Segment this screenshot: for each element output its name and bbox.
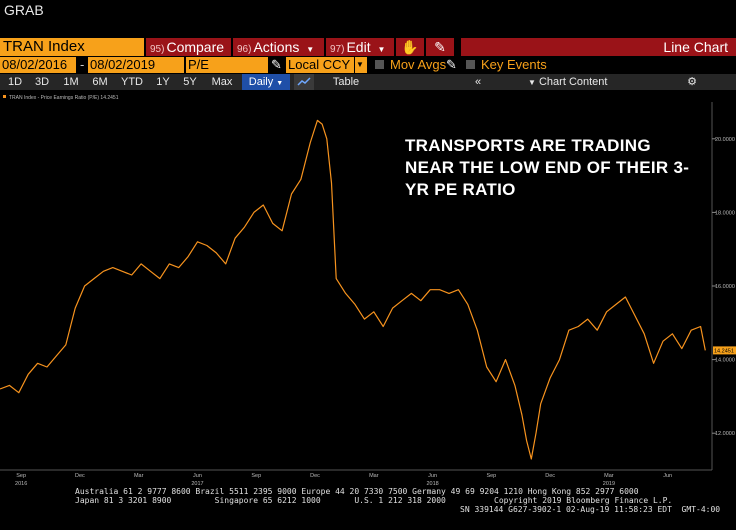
edit-field-icon[interactable]: ✎ xyxy=(271,57,282,72)
collapse-chevron-icon[interactable]: « xyxy=(474,76,482,88)
chart-type-title: Line Chart xyxy=(461,38,736,56)
period-button-ytd[interactable]: YTD xyxy=(121,76,143,88)
legend-entry: TRAN Index - Price Earnings Ratio (P/E) … xyxy=(9,95,119,101)
period-button-1y[interactable]: 1Y xyxy=(156,76,170,88)
x-tick-label: Dec xyxy=(545,473,555,479)
legend-swatch xyxy=(3,95,6,98)
chart-content-label: Chart Content xyxy=(538,76,608,88)
triangle-icon: ▼ xyxy=(528,78,536,87)
command-toolbar: TRAN Index 95) Compare 96) Actions ▼ 97) Ed… xyxy=(0,38,736,56)
x-tick-label: Jun xyxy=(428,473,437,479)
feedback-button[interactable]: ✎ xyxy=(426,38,454,56)
thumbs-up-button[interactable]: ✋ xyxy=(396,38,424,56)
x-year-label: 2017 xyxy=(191,481,203,486)
y-tick-label: 14.0000 xyxy=(715,358,735,364)
mov-avgs-label: Mov Avgs xyxy=(390,57,447,72)
x-tick-label: Jun xyxy=(193,473,202,479)
actions-dropdown-icon: ▼ xyxy=(306,45,315,54)
key-events-checkbox[interactable] xyxy=(466,60,475,69)
thumbs-up-icon: ✋ xyxy=(401,39,419,55)
footer-line-1: Australia 61 2 9777 8600 Brazil 5511 239… xyxy=(75,487,639,496)
price-earnings-chart: 12.0000 14.0000 16.0000 18.0000 20.0000 Sep De… xyxy=(0,95,736,486)
last-value-label: 14.2451 xyxy=(714,348,734,354)
y-tick-label: 20.0000 xyxy=(715,137,735,143)
mov-avgs-checkbox[interactable] xyxy=(375,60,384,69)
gear-icon[interactable]: ⚙ xyxy=(687,76,697,88)
actions-shortcut: 96) xyxy=(237,44,252,55)
actions-button[interactable]: 96) Actions ▼ xyxy=(233,38,324,56)
y-tick-label: 12.0000 xyxy=(715,431,735,437)
period-button-1m[interactable]: 1M xyxy=(63,76,79,88)
compare-button[interactable]: 95) Compare xyxy=(146,38,231,56)
line-style-button[interactable] xyxy=(294,74,314,90)
period-button-max[interactable]: Max xyxy=(211,76,233,88)
settings-bar: 08/02/2016 - 08/02/2019 P/E ✎ Local CCY … xyxy=(0,57,736,73)
x-year-label: 2019 xyxy=(603,481,615,486)
line-chart-icon xyxy=(297,77,311,86)
frequency-dropdown-icon: ▼ xyxy=(276,80,284,87)
actions-label: Actions xyxy=(253,39,300,55)
period-button-6m[interactable]: 6M xyxy=(92,76,108,88)
feedback-icon: ✎ xyxy=(434,39,446,55)
chart-content-button[interactable]: ▼ Chart Content xyxy=(528,74,620,90)
x-year-label: 2016 xyxy=(15,481,27,486)
field-input[interactable]: P/E xyxy=(186,57,268,73)
chart-annotation: TRANSPORTS ARE TRADING NEAR THE LOW END … xyxy=(405,136,690,199)
x-tick-label: Jun xyxy=(663,473,672,479)
y-tick-label: 16.0000 xyxy=(715,284,735,290)
ticker-field[interactable]: TRAN Index xyxy=(0,38,144,56)
start-date-input[interactable]: 08/02/2016 xyxy=(0,57,76,73)
pe-ratio-series-line xyxy=(0,119,706,460)
edit-label: Edit xyxy=(346,39,371,55)
x-tick-label: Sep xyxy=(16,473,26,479)
compare-label: Compare xyxy=(166,39,225,55)
mov-avgs-edit-icon[interactable]: ✎ xyxy=(446,57,457,72)
period-button-1d[interactable]: 1D xyxy=(7,76,23,88)
x-tick-label: Sep xyxy=(486,473,496,479)
compare-shortcut: 95) xyxy=(150,44,165,55)
frequency-label: Daily xyxy=(248,76,274,88)
x-tick-label: Mar xyxy=(134,473,144,479)
last-value-badge xyxy=(713,346,736,355)
period-bar: 1D 3D 1M 6M YTD 1Y 5Y Max Daily ▼ Table « ▼ Cha… xyxy=(0,74,736,90)
currency-select[interactable]: Local CCY xyxy=(286,57,354,73)
window-title: GRAB xyxy=(4,2,44,18)
frequency-select[interactable]: Daily ▼ xyxy=(242,74,290,90)
y-tick-label: 18.0000 xyxy=(715,210,735,216)
footer-line-2: Japan 81 3 3201 8900 Singapore 65 6212 1… xyxy=(75,496,673,505)
x-tick-label: Mar xyxy=(369,473,379,479)
key-events-label: Key Events xyxy=(481,57,547,72)
x-tick-label: Dec xyxy=(75,473,85,479)
period-button-5y[interactable]: 5Y xyxy=(183,76,197,88)
edit-shortcut: 97) xyxy=(330,44,345,55)
footer-line-3: SN 339144 G627-3902-1 02-Aug-19 11:58:23… xyxy=(460,505,721,514)
end-date-input[interactable]: 08/02/2019 xyxy=(88,57,184,73)
x-tick-label: Mar xyxy=(604,473,614,479)
edit-dropdown-icon: ▼ xyxy=(377,45,386,54)
date-separator: - xyxy=(80,57,85,72)
currency-dropdown-icon[interactable]: ▼ xyxy=(355,57,367,73)
period-button-3d[interactable]: 3D xyxy=(34,76,50,88)
bloomberg-footer: Australia 61 2 9777 8600 Brazil 5511 239… xyxy=(75,487,720,514)
x-year-label: 2018 xyxy=(426,481,438,486)
x-tick-label: Sep xyxy=(251,473,261,479)
edit-button[interactable]: 97) Edit ▼ xyxy=(326,38,394,56)
table-button[interactable]: Table xyxy=(332,76,360,88)
x-tick-label: Dec xyxy=(310,473,320,479)
